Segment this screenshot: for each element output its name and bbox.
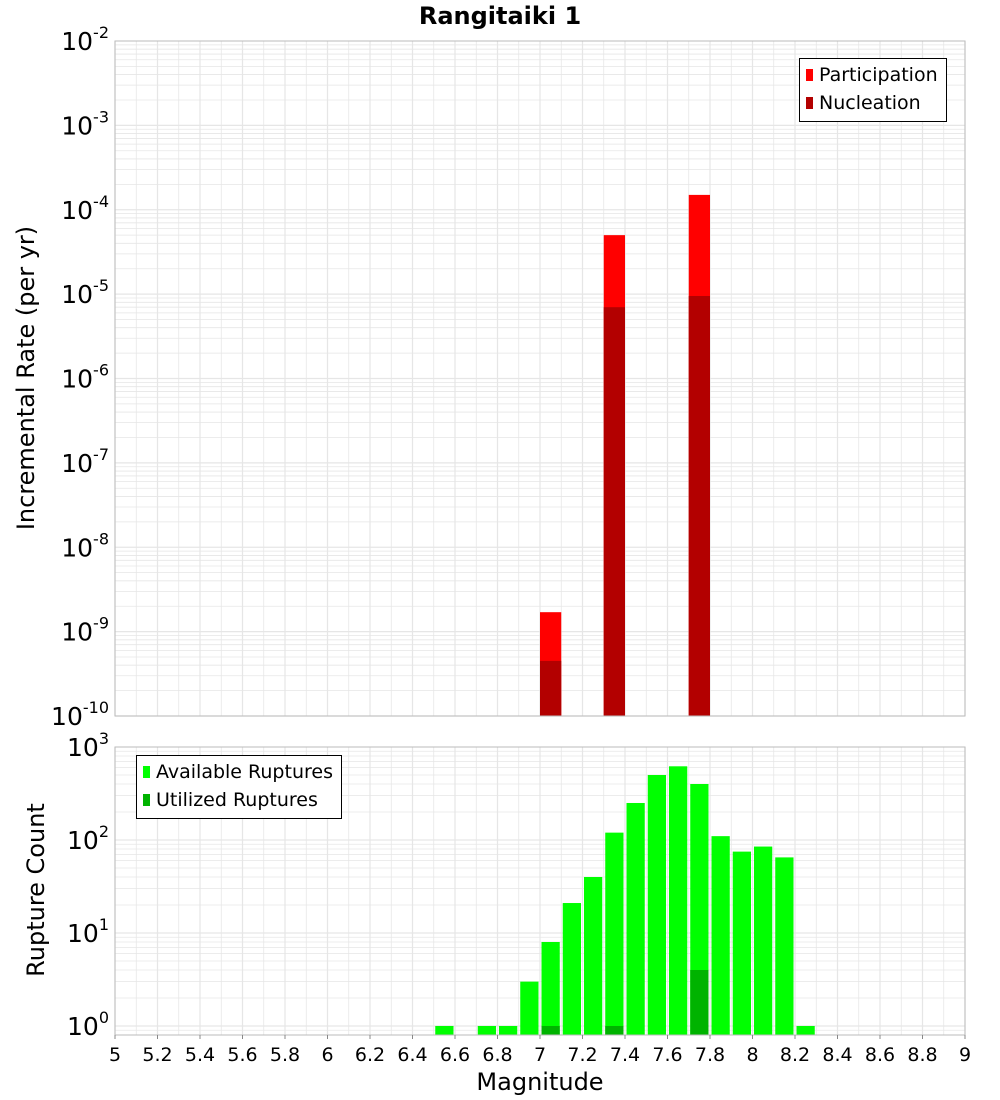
x-tick-label: 8.8 [907,1044,937,1066]
y-tick-label: 10-8 [61,529,109,562]
count-bar-available-ruptures [541,942,560,1035]
count-bar-available-ruptures [562,903,581,1035]
x-tick-label: 8 [746,1044,758,1066]
count-bar-utilized-ruptures [605,1025,624,1035]
x-tick-label: 6.6 [440,1044,470,1066]
x-tick-label: 7.2 [567,1044,597,1066]
x-tick-label: 5.2 [142,1044,172,1066]
x-tick-label: 5.4 [185,1044,215,1066]
count-bar-available-ruptures [477,1025,496,1035]
x-tick-label: 6.4 [397,1044,427,1066]
count-bar-available-ruptures [605,832,624,1035]
count-bar-available-ruptures [647,774,666,1035]
y-tick-label: 103 [67,729,109,762]
x-tick-label: 7.6 [652,1044,682,1066]
x-tick-label: 9 [959,1044,971,1066]
top-legend: Participation Nucleation [799,58,947,122]
count-bar-available-ruptures [754,846,773,1035]
x-tick-label: 6.2 [355,1044,385,1066]
legend-item-participation: Participation [806,61,938,89]
y-tick-label: 10-5 [61,276,109,309]
count-bar-available-ruptures [435,1025,454,1035]
legend-item-utilized: Utilized Ruptures [143,786,333,814]
y-tick-label: 10-10 [51,698,109,731]
x-tick-label: 8.6 [865,1044,895,1066]
y-tick-label: 102 [67,822,109,855]
x-tick-label: 5.6 [227,1044,257,1066]
y-tick-label: 10-9 [61,614,109,647]
x-tick-label: 6.8 [482,1044,512,1066]
chart-title: Rangitaiki 1 [418,2,582,30]
top-y-axis-label: Incremental Rate (per yr) [12,225,40,531]
legend-swatch-utilized [143,794,150,806]
x-tick-label: 8.4 [822,1044,852,1066]
count-bar-available-ruptures [669,766,688,1035]
bottom-y-axis-label: Rupture Count [22,803,50,977]
y-tick-label: 10-4 [61,192,109,225]
y-tick-label: 100 [67,1008,109,1041]
x-tick-label: 6 [321,1044,333,1066]
legend-label-nucleation: Nucleation [819,92,921,114]
x-tick-label: 5.8 [270,1044,300,1066]
legend-label-available: Available Ruptures [156,761,333,783]
count-bar-available-ruptures [626,802,645,1035]
x-tick-label: 5 [109,1044,121,1066]
count-bar-utilized-ruptures [690,969,709,1035]
legend-item-nucleation: Nucleation [806,89,938,117]
bottom-legend: Available Ruptures Utilized Ruptures [136,755,342,819]
rate-bar-nucleation [603,307,625,716]
count-bar-available-ruptures [520,981,539,1035]
x-tick-label: 7 [534,1044,546,1066]
plot-frame [114,40,966,717]
y-tick-label: 101 [67,915,109,948]
count-bar-available-ruptures [796,1025,815,1035]
y-tick-label: 10-3 [61,107,109,140]
legend-swatch-available [143,766,150,778]
count-bar-available-ruptures [732,851,751,1035]
x-tick-label: 8.2 [780,1044,810,1066]
x-tick-label: 7.4 [610,1044,640,1066]
x-axis-label: Magnitude [476,1068,604,1096]
x-tick-label: 7.8 [695,1044,725,1066]
legend-label-participation: Participation [819,64,938,86]
rate-bar-nucleation [688,296,710,716]
legend-item-available: Available Ruptures [143,758,333,786]
legend-label-utilized: Utilized Ruptures [156,789,318,811]
count-bar-available-ruptures [499,1025,518,1035]
legend-swatch-nucleation [806,97,813,109]
rate-bar-nucleation [540,660,562,716]
count-bar-utilized-ruptures [541,1025,560,1035]
top-panel: 10-10 10-9 10-8 10-7 10-6 10-5 10-4 10-3 10-2 [51,23,966,731]
legend-swatch-participation [806,69,813,81]
y-tick-label: 10-2 [61,23,109,56]
count-bar-available-ruptures [584,877,603,1035]
y-tick-label: 10-7 [61,445,109,478]
y-tick-label: 10-6 [61,361,109,394]
count-bar-available-ruptures [775,857,794,1035]
count-bar-available-ruptures [711,836,730,1035]
